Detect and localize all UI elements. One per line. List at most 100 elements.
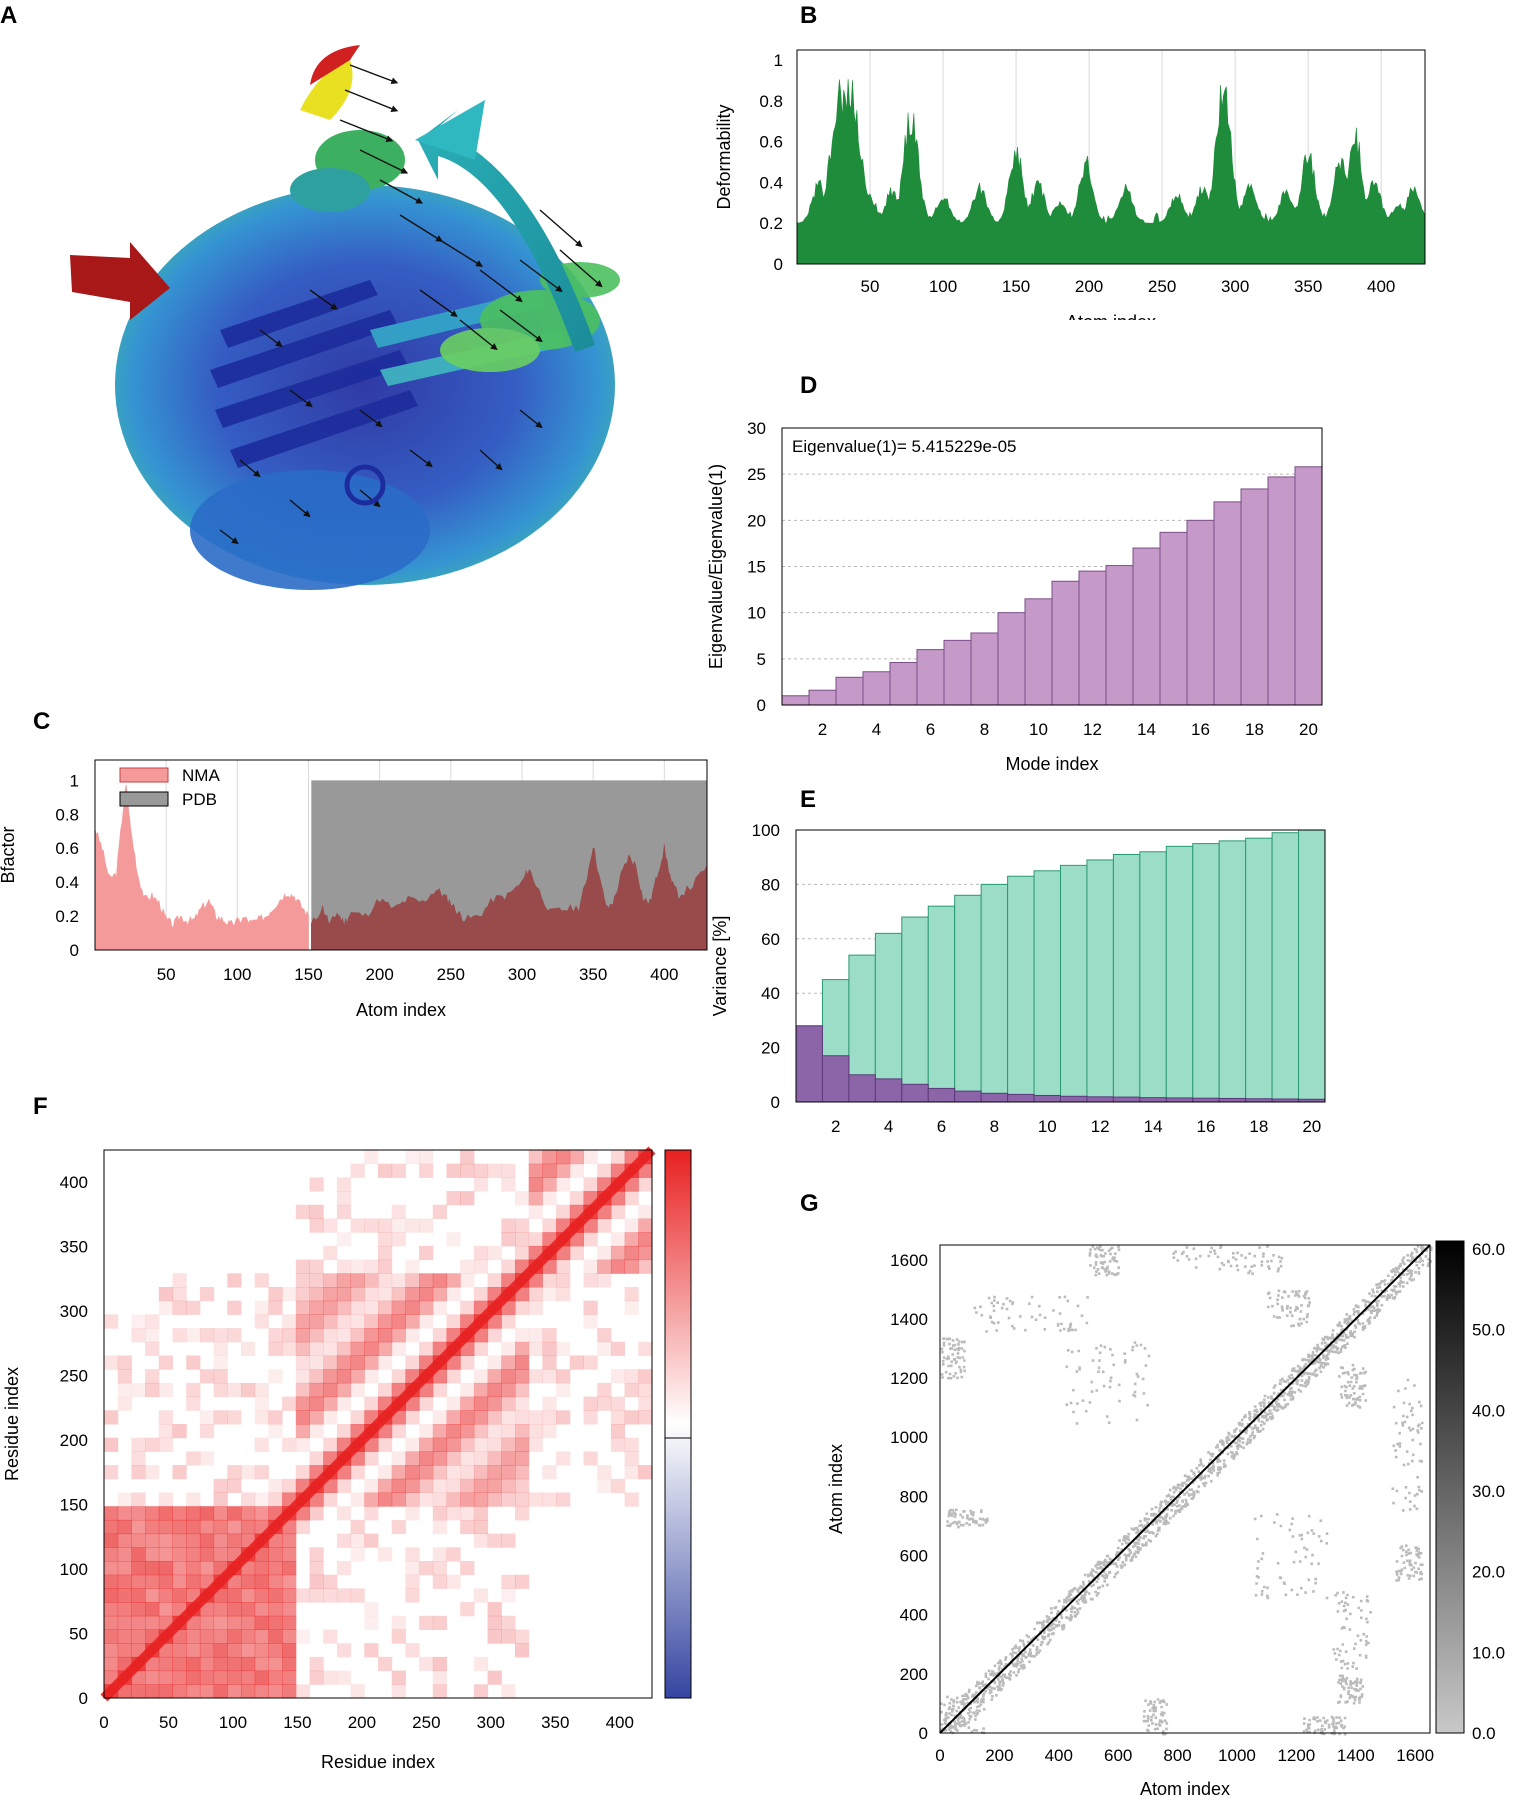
y-tick-label: 15: [747, 558, 766, 577]
heatmap-cell: [528, 1424, 543, 1439]
heatmap-cell: [569, 1163, 584, 1178]
heatmap-cell: [364, 1602, 379, 1617]
heatmap-cell: [213, 1533, 228, 1548]
heatmap-cell: [227, 1533, 242, 1548]
heatmap-cell: [323, 1410, 338, 1425]
heatmap-cell: [186, 1615, 201, 1630]
x-tick-label: 20: [1302, 1117, 1321, 1136]
heatmap-cell: [556, 1410, 571, 1425]
heatmap-cell: [446, 1314, 461, 1329]
y-tick-label: 0.6: [759, 133, 783, 152]
heatmap-cell: [295, 1314, 310, 1329]
heatmap-cell: [528, 1328, 543, 1343]
heatmap-cell: [432, 1424, 447, 1439]
heatmap-cell: [350, 1218, 365, 1233]
heatmap-cell: [241, 1574, 256, 1589]
heatmap-cell: [419, 1245, 434, 1261]
y-tick-label: 10: [747, 604, 766, 623]
heatmap-cell: [172, 1684, 187, 1699]
heatmap-cell: [473, 1328, 489, 1343]
x-tick-label: 600: [1104, 1746, 1132, 1765]
heatmap-cell: [241, 1506, 256, 1521]
heatmap-cell: [295, 1410, 310, 1425]
heatmap-cell: [446, 1410, 461, 1425]
contact-cluster: [1332, 1591, 1372, 1670]
heatmap-cell: [309, 1328, 324, 1343]
heatmap-cell: [254, 1396, 269, 1411]
heatmap-cell: [282, 1314, 297, 1329]
heatmap-cell: [446, 1465, 461, 1480]
heatmap-cell: [473, 1410, 489, 1425]
eigenvalue-bar: [970, 632, 999, 706]
heatmap-cell: [501, 1341, 516, 1356]
heatmap-cell: [487, 1437, 502, 1452]
heatmap-cell: [145, 1547, 160, 1562]
heatmap-cell: [350, 1451, 365, 1466]
heatmap-cell: [309, 1561, 324, 1576]
heatmap-cell: [391, 1492, 406, 1507]
heatmap-cell: [282, 1684, 297, 1699]
heatmap-cell: [501, 1492, 516, 1507]
x-tick-label: 350: [1294, 277, 1322, 296]
heatmap-cell: [309, 1300, 324, 1315]
contact-cluster: [1172, 1245, 1284, 1275]
heatmap-cell: [405, 1478, 420, 1493]
heatmap-cell: [295, 1629, 310, 1644]
heatmap-cell: [213, 1588, 228, 1603]
cumulative-variance-bar: [1060, 864, 1088, 1103]
heatmap-cell: [254, 1506, 269, 1521]
heatmap-cell: [282, 1615, 297, 1630]
heatmap-cell: [515, 1574, 530, 1589]
heatmap-cell: [145, 1437, 160, 1452]
heatmap-cell: [391, 1369, 406, 1384]
heatmap-cell: [241, 1684, 256, 1699]
individual-variance-bar: [1192, 1097, 1220, 1103]
heatmap-cell: [145, 1314, 160, 1329]
heatmap-cell: [515, 1232, 530, 1247]
heatmap-cell: [583, 1410, 598, 1425]
heatmap-cell: [583, 1150, 598, 1165]
y-tick-label: 0.2: [759, 214, 783, 233]
x-tick-label: 20: [1299, 720, 1318, 739]
heatmap-cell: [378, 1314, 393, 1329]
heatmap-cell: [501, 1163, 516, 1178]
heatmap-cell: [364, 1287, 379, 1302]
heatmap-cell: [556, 1451, 571, 1466]
heatmap-cell: [199, 1506, 215, 1521]
heatmap-cell: [556, 1163, 571, 1178]
heatmap-cell: [432, 1656, 447, 1672]
y-tick-label: 600: [900, 1547, 928, 1566]
heatmap-cell: [460, 1410, 475, 1425]
heatmap-cell: [227, 1670, 242, 1685]
heatmap-cell: [624, 1259, 639, 1274]
diagonal-line: [939, 1244, 1431, 1734]
heatmap-cell: [213, 1629, 228, 1644]
heatmap-cell: [199, 1369, 215, 1384]
heatmap-cell: [309, 1259, 324, 1274]
teal-arrow-tip: [415, 100, 485, 160]
heatmap-cell: [199, 1287, 215, 1302]
heatmap-cell: [528, 1341, 543, 1356]
heatmap-cell: [186, 1396, 201, 1411]
heatmap-cell: [515, 1287, 530, 1302]
heatmap-cell: [597, 1341, 612, 1356]
heatmap-cell: [542, 1410, 557, 1425]
heatmap-cell: [610, 1341, 626, 1356]
y-tick-label: 20: [747, 511, 766, 530]
heatmap-cell: [597, 1245, 612, 1261]
heatmap-cell: [460, 1341, 475, 1356]
heatmap-cell: [556, 1150, 571, 1165]
heatmap-cell: [432, 1670, 447, 1685]
heatmap-cell: [158, 1492, 173, 1507]
heatmap-cell: [487, 1465, 502, 1480]
heatmap-cell: [336, 1643, 352, 1658]
heatmap-cell: [131, 1574, 146, 1589]
small-helix-ring: [344, 464, 386, 506]
heatmap-cell: [268, 1533, 283, 1548]
heatmap-cell: [501, 1355, 516, 1370]
heatmap-cell: [172, 1547, 187, 1562]
heatmap-cell: [515, 1478, 530, 1493]
heatmap-cell: [104, 1561, 119, 1576]
heatmap-cell: [336, 1533, 352, 1548]
heatmap-cell: [254, 1300, 269, 1315]
